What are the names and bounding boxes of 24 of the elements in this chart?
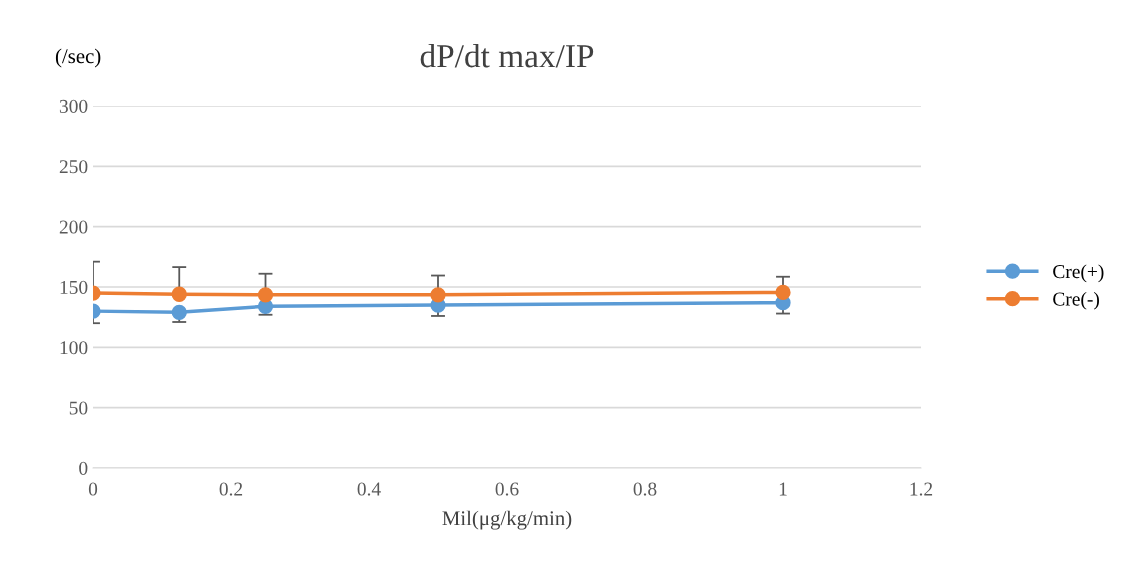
y-tick-label: 50	[69, 401, 88, 415]
legend-label: Cre(+)	[1053, 264, 1104, 283]
point	[171, 304, 187, 320]
y-tick-label: 250	[59, 160, 88, 174]
y-tick-label: 300	[59, 99, 88, 113]
y-axis-title: (/sec)	[55, 48, 101, 68]
x-tick-label: 1	[779, 482, 787, 496]
x-tick-label: 0.6	[495, 482, 519, 496]
legend-label: Cre(-)	[1053, 291, 1099, 310]
x-tick-label: 0.4	[357, 482, 381, 496]
x-axis-title: Mil(μg/kg/min)	[442, 510, 572, 530]
point	[430, 287, 446, 303]
point	[171, 286, 187, 302]
y-tick-label: 150	[60, 280, 88, 294]
chart-title: dP/dt max/IP	[420, 43, 594, 68]
point	[775, 284, 791, 301]
point	[257, 287, 274, 303]
y-tick-label: 0	[79, 461, 88, 475]
y-tick-label: 100	[60, 341, 88, 355]
x-tick-label: 0	[88, 482, 98, 496]
y-tick-label: 200	[59, 220, 88, 234]
x-tick-label: 0.8	[633, 482, 657, 496]
x-tick-label: 0.2	[219, 482, 243, 496]
x-tick-label: 1.2	[910, 482, 933, 496]
